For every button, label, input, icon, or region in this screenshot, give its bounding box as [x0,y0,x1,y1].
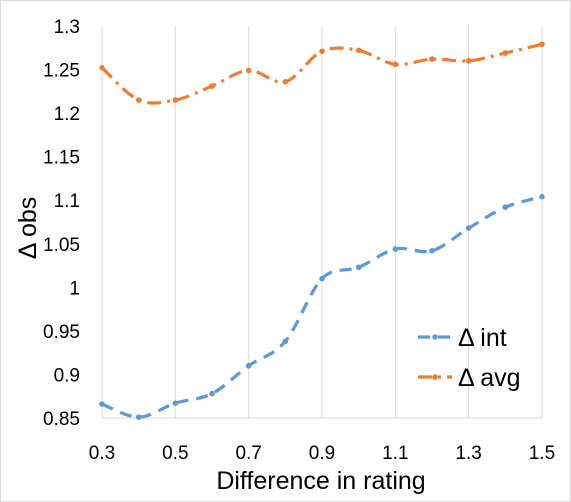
data-point-s1-1 [135,97,142,103]
data-point-s1-8 [392,61,399,68]
data-point-s1-2 [172,97,179,103]
x-axis-tick-labels: 0.3 0.5 0.7 0.9 1.1 1.3 1.5 [89,443,555,464]
y-axis-tick-labels: 0.85 0.9 0.95 1 1.05 1.1 1.15 1.2 1.25 1.3 [43,17,80,430]
data-point-s1-5 [282,78,289,85]
vertical-gridlines [101,26,543,419]
y-tick-label: 1.1 [54,191,80,212]
series-lines [99,41,545,420]
data-point-s0-7 [355,264,362,271]
data-point-s0-11 [502,204,509,210]
y-tick-label: 1.25 [43,61,80,82]
y-tick-label: 1.05 [43,235,80,256]
y-axis-title: Δ obs [14,197,42,260]
y-tick-label: 1.3 [54,17,80,38]
legend-label-0: Δ int [458,324,507,352]
x-axis-title: Difference in rating [216,467,425,495]
data-point-s1-12 [539,41,545,48]
y-tick-label: 0.9 [54,365,80,386]
data-point-s0-1 [135,414,142,420]
legend-label-1: Δ avg [458,364,521,392]
x-tick-label: 0.3 [89,443,115,464]
x-tick-label: 1.3 [455,443,481,464]
data-point-s0-3 [209,390,215,397]
legend-marker-0 [432,334,438,340]
data-point-s1-11 [502,50,509,56]
data-point-s1-0 [99,65,105,71]
data-point-s0-2 [172,400,179,406]
x-tick-label: 0.9 [309,443,335,464]
y-tick-label: 1.15 [43,148,80,169]
data-point-s1-10 [465,58,472,64]
data-point-s0-6 [319,275,325,282]
y-tick-label: 1.2 [54,104,80,125]
data-point-s1-9 [429,56,435,62]
x-tick-label: 0.5 [162,443,188,464]
x-tick-label: 0.7 [235,443,261,464]
x-tick-label: 1.1 [382,443,408,464]
data-point-s0-4 [245,362,252,369]
data-point-s1-6 [319,48,325,55]
data-point-s1-4 [245,67,252,74]
x-tick-label: 1.5 [529,443,555,464]
data-point-s0-9 [429,247,435,254]
y-tick-label: 1 [69,278,80,299]
legend: Δ int Δ avg [418,324,521,392]
data-point-s0-0 [99,401,105,407]
y-tick-label: 0.85 [43,409,80,430]
legend-marker-1 [432,374,438,380]
data-point-s1-7 [355,47,362,54]
data-point-s0-10 [465,225,472,231]
data-point-s0-8 [392,246,399,252]
y-tick-label: 0.95 [43,322,80,343]
data-point-s0-12 [539,193,545,200]
data-point-s1-3 [209,83,215,89]
data-point-s0-5 [282,338,289,345]
